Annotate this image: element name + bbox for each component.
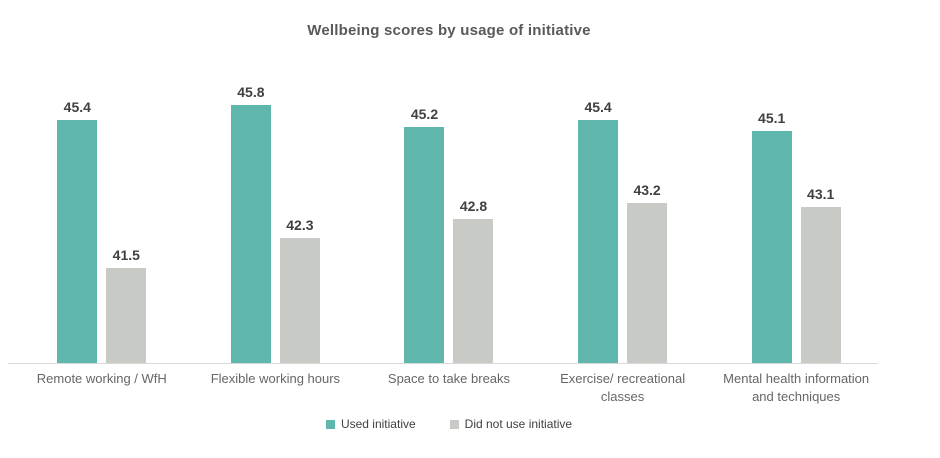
plot-area: 45.4 41.5 45.8 42.3 45.2 42.8 45.4 43.2 45.1 43.1	[15, 78, 883, 363]
chart-inner: Wellbeing scores by usage of initiative …	[8, 0, 883, 431]
bar-column-used-initiative: 45.4	[57, 99, 98, 363]
legend: Used initiative Did not use initiative	[15, 417, 883, 431]
bar-group-space-to-take-breaks: 45.2 42.8	[362, 78, 536, 363]
category-label-flexible-working-hours: Flexible working hours	[210, 371, 341, 386]
value-label: 45.4	[584, 99, 612, 115]
bar-group-mental-health-information-and-techniques: 45.1 43.1	[709, 78, 883, 363]
category-label-space-to-take-breaks: Space to take breaks	[387, 371, 511, 386]
bar-column-did-not-use-initiative: 43.1	[800, 186, 841, 363]
bar-column-did-not-use-initiative: 42.8	[453, 198, 494, 363]
value-label: 45.4	[63, 99, 91, 115]
bar-used-initiative	[404, 127, 445, 363]
bar-did-not-use-initiative	[453, 219, 494, 363]
value-label: 45.2	[410, 106, 439, 122]
value-label: 42.3	[286, 217, 314, 233]
bar-column-used-initiative: 45.1	[751, 110, 792, 363]
bar-used-initiative	[57, 120, 98, 363]
bar-did-not-use-initiative	[800, 207, 841, 363]
bar-column-used-initiative: 45.4	[578, 99, 619, 363]
bar-did-not-use-initiative	[279, 238, 320, 363]
category-label-exercise-recreational-classes: Exercise/ recreational classes	[560, 371, 686, 404]
bar-column-used-initiative: 45.2	[404, 106, 445, 363]
chart-title: Wellbeing scores by usage of initiative	[307, 22, 591, 39]
bar-column-did-not-use-initiative: 43.2	[627, 182, 668, 363]
x-axis-line	[8, 363, 878, 364]
legend-swatch-did-not-use-initiative	[449, 419, 459, 429]
bar-column-used-initiative: 45.8	[230, 84, 271, 363]
bar-did-not-use-initiative	[106, 268, 147, 363]
legend-item-used-initiative: Used initiative	[325, 417, 416, 431]
value-label: 41.5	[112, 247, 140, 263]
bar-group-exercise-recreational-classes: 45.4 43.2	[536, 78, 710, 363]
bar-used-initiative	[751, 131, 792, 363]
legend-label-used-initiative: Used initiative	[340, 417, 416, 431]
bar-group-flexible-working-hours: 45.8 42.3	[189, 78, 363, 363]
value-label: 45.8	[237, 84, 265, 100]
value-label: 42.8	[459, 198, 488, 214]
value-label: 45.1	[758, 110, 786, 126]
legend-item-did-not-use-initiative: Did not use initiative	[449, 417, 573, 431]
category-labels: Remote working / WfH Flexible working hou…	[15, 370, 883, 406]
value-label: 43.1	[807, 186, 835, 202]
value-label: 43.2	[633, 182, 661, 198]
bar-column-did-not-use-initiative: 41.5	[106, 247, 147, 363]
bar-did-not-use-initiative	[627, 203, 668, 363]
bar-used-initiative	[578, 120, 619, 363]
legend-label-did-not-use-initiative: Did not use initiative	[464, 417, 573, 431]
bar-used-initiative	[230, 105, 271, 363]
bar-column-did-not-use-initiative: 42.3	[279, 217, 320, 363]
category-label-mental-health-information-and-techniques: Mental health information and techniques	[723, 371, 870, 404]
bar-group-remote-working-wfh: 45.4 41.5	[15, 78, 189, 363]
category-label-remote-working-wfh: Remote working / WfH	[36, 371, 167, 386]
legend-swatch-used-initiative	[325, 419, 335, 429]
